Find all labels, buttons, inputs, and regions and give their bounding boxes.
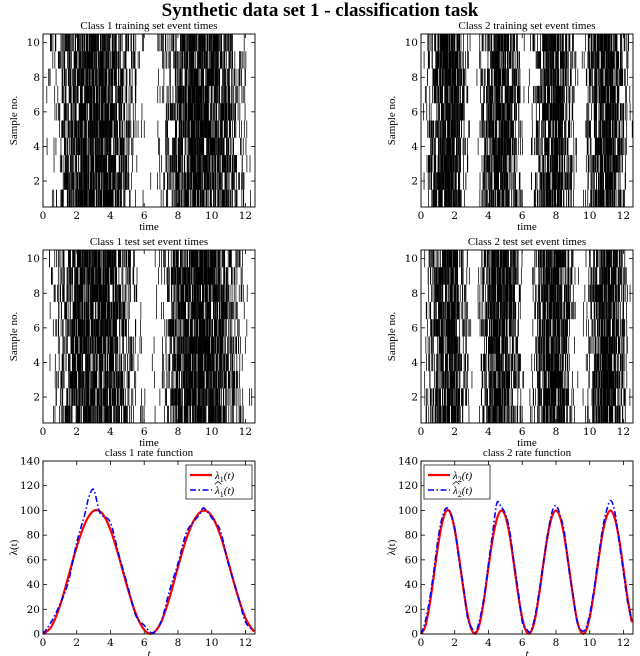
- c2-train-events: [423, 34, 633, 207]
- figure-title: Synthetic data set 1 - classification ta…: [162, 0, 479, 21]
- c1-train-xtick-label: 4: [107, 210, 114, 222]
- c2-train-title: Class 2 training set event times: [458, 20, 595, 32]
- c1-train-xtick-label: 8: [175, 210, 182, 222]
- c2-train-ytick-label: 2: [411, 176, 418, 188]
- c2-train-ytick-label: 10: [405, 37, 418, 49]
- c2-train-xtick-label: 6: [519, 210, 526, 222]
- c1-train-xtick-label: 6: [141, 210, 148, 222]
- c2-train-ytick-label: 4: [411, 141, 418, 153]
- c1-train-panel: Class 1 training set event times 0 2 4 6 8 10 1…: [8, 20, 256, 233]
- c2-train-xtick-label: 8: [553, 210, 560, 222]
- c2-train-xtick-label: 2: [451, 210, 458, 222]
- c1-train-xtick-label: 12: [239, 210, 252, 222]
- c2-train-xtick-label: 10: [583, 210, 596, 222]
- panels: Class 1 training set event times 0 2 4 6 8 10 1…: [8, 20, 634, 656]
- c1-train-ytick-label: 2: [33, 176, 40, 188]
- c1-train-ytick-label: 6: [33, 106, 40, 118]
- c1-train-xtick-label: 10: [205, 210, 218, 222]
- c1-train-ytick-label: 4: [33, 141, 40, 153]
- c2-train-ytick-label: 8: [411, 72, 418, 84]
- c2-train-ytick-label: 6: [411, 106, 418, 118]
- c1-train-ylabel: Sample no.: [8, 96, 20, 146]
- c1-train-xlabel: time: [139, 221, 159, 233]
- c1-train-ytick-label: 10: [27, 37, 40, 49]
- c1-train-xtick-label: 0: [40, 210, 47, 222]
- c2-train-panel: Class 2 training set event times 0 2 4 6 8 10 1…: [386, 20, 634, 233]
- c1-train-title: Class 1 training set event times: [80, 20, 217, 32]
- c1-train-events: [46, 34, 251, 207]
- c2-train-xlabel: time: [517, 221, 537, 233]
- c1-train-frame: [42, 33, 256, 208]
- c2-train-xtick-label: 0: [418, 210, 425, 222]
- c2-train-xtick-label: 12: [617, 210, 630, 222]
- c1-train-ytick-label: 8: [33, 72, 40, 84]
- c2-train-xtick-label: 4: [485, 210, 492, 222]
- c1-train-xtick-label: 2: [73, 210, 80, 222]
- c2-train-ylabel: Sample no.: [386, 96, 398, 146]
